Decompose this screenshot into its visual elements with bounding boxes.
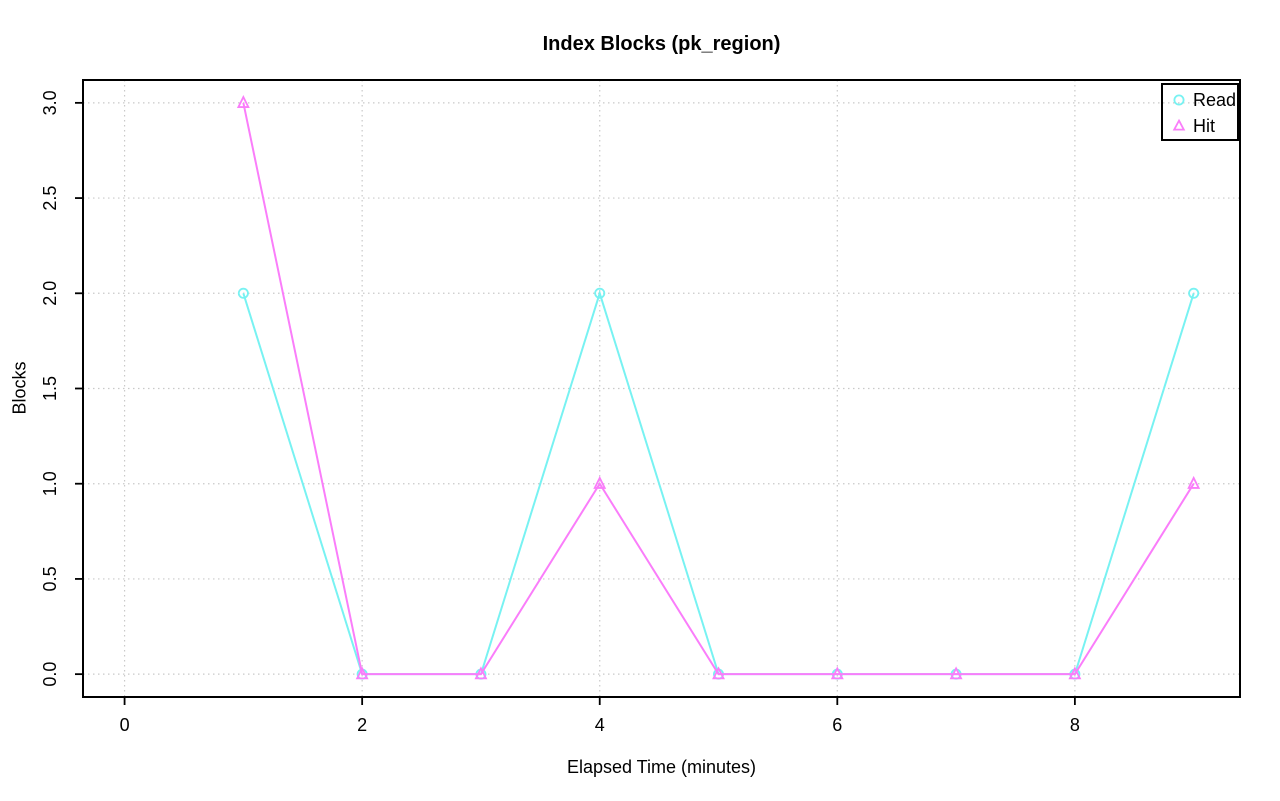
chart-title: Index Blocks (pk_region): [542, 33, 781, 55]
svg-text:2: 2: [357, 715, 367, 735]
read-circle-icon: [1173, 94, 1185, 106]
legend: Read Hit: [1161, 83, 1239, 141]
gridlines: [83, 80, 1240, 697]
legend-item-read: Read: [1163, 87, 1237, 113]
svg-text:0: 0: [120, 715, 130, 735]
hit-triangle-icon: [1172, 118, 1186, 131]
svg-text:0.5: 0.5: [40, 566, 60, 591]
y-axis-label: Blocks: [9, 361, 30, 415]
svg-text:1.0: 1.0: [40, 471, 60, 496]
legend-label-read: Read: [1193, 89, 1237, 110]
svg-text:0.0: 0.0: [40, 662, 60, 687]
legend-item-hit: Hit: [1163, 113, 1237, 139]
plot-border: [82, 79, 1241, 698]
svg-text:2.5: 2.5: [40, 186, 60, 211]
svg-text:6: 6: [832, 715, 842, 735]
axes: 0 2 4 6 8 0.0 0.5 1.0 1.5 2.0 2.5 3.0: [40, 79, 1241, 735]
svg-text:3.0: 3.0: [40, 90, 60, 115]
svg-text:1.5: 1.5: [40, 376, 60, 401]
svg-text:4: 4: [595, 715, 605, 735]
legend-label-hit: Hit: [1193, 115, 1215, 136]
svg-text:2.0: 2.0: [40, 281, 60, 306]
svg-text:8: 8: [1070, 715, 1080, 735]
x-axis-label: Elapsed Time (minutes): [566, 757, 757, 777]
series-hit: [236, 95, 1201, 680]
